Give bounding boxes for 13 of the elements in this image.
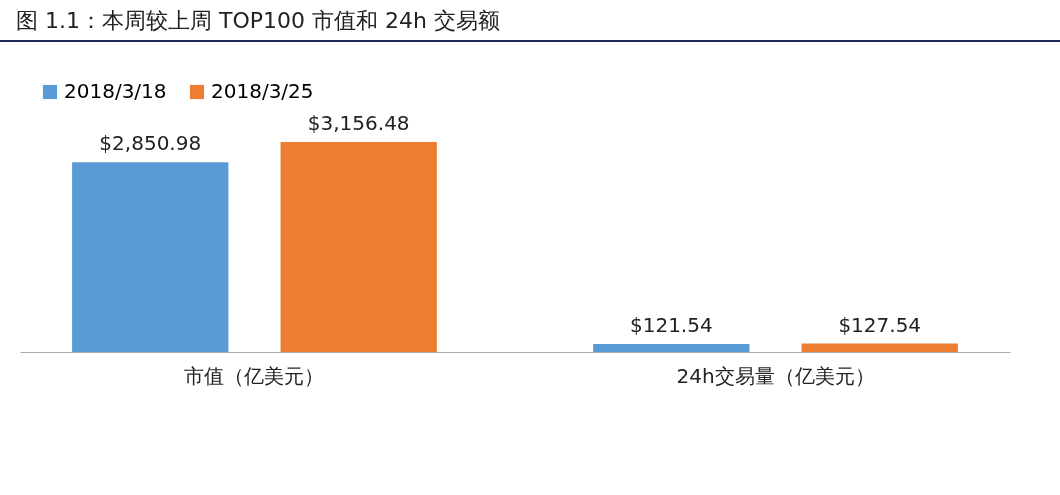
chart-title: 图 1.1：本周较上周 TOP100 市值和 24h 交易额 [0,0,1060,42]
legend-label: 2018/3/18 [64,79,167,103]
data-label: $127.54 [838,312,922,337]
x-tick-label: 市值（亿美元） [184,363,325,388]
data-label: $2,850.98 [99,131,202,156]
bar [72,162,229,352]
x-tick-label: 24h交易量（亿美元） [676,363,875,388]
legend-label: 2018/3/25 [211,79,314,103]
data-label: $121.54 [629,312,713,337]
bar [280,142,437,352]
data-label: $3,156.48 [307,111,410,135]
bar [801,343,958,352]
bar [593,343,750,352]
